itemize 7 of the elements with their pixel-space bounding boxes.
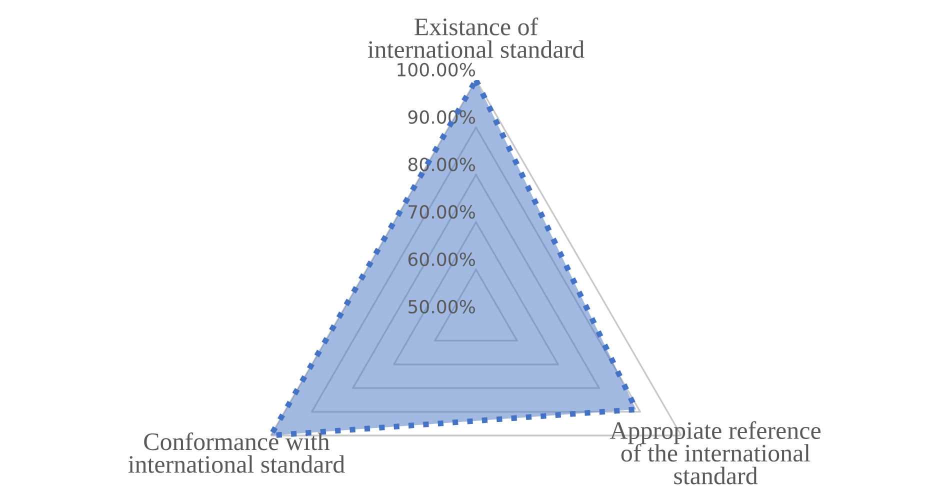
y-tick-label: 50.00% xyxy=(408,300,476,314)
spoke-label: Appropiate reference of the international standard xyxy=(610,421,820,484)
spoke-label: Conformance with international standard xyxy=(128,432,345,473)
spoke-label: Existance of international standard xyxy=(368,17,584,58)
y-tick-label: 60.00% xyxy=(408,252,476,266)
y-tick-label: 70.00% xyxy=(408,205,476,219)
y-tick-label: 100.00% xyxy=(398,62,476,76)
